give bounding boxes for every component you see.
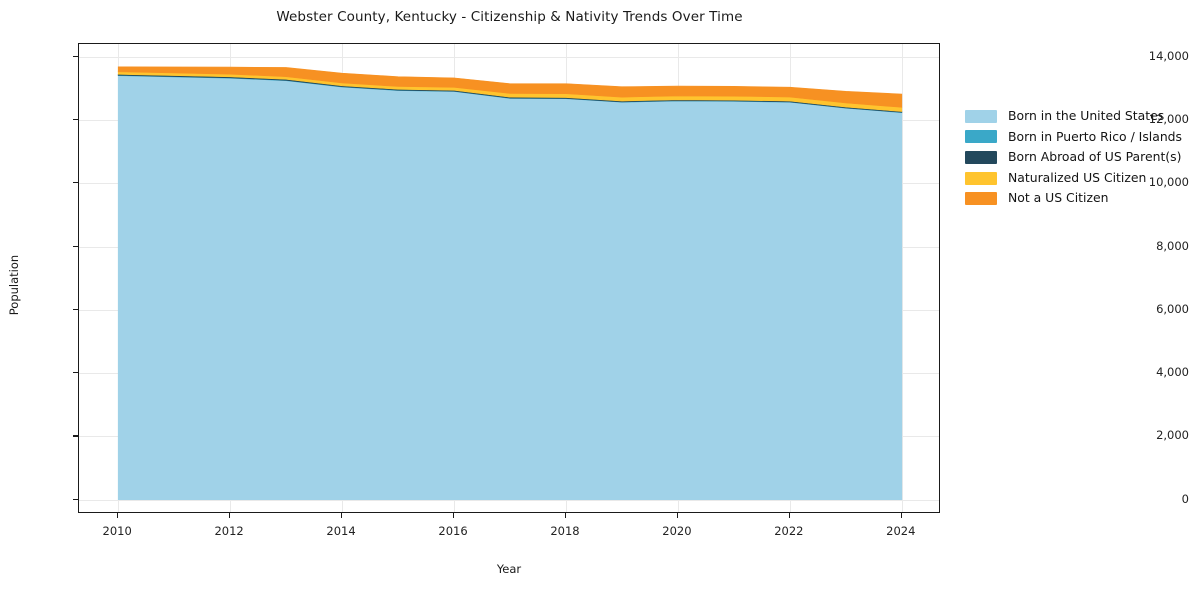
x-tick-label: 2024 [886,524,916,538]
chart-legend: Born in the United States Born in Puerto … [965,106,1183,209]
area-series [117,66,903,108]
x-tick-label: 2020 [662,524,692,538]
x-tick-label: 2016 [438,524,468,538]
y-tick-label: 2,000 [1156,428,1189,443]
y-tick-mark [73,55,78,57]
y-tick-label: 14,000 [1148,48,1189,63]
y-tick-label: 0 [1181,491,1189,506]
y-axis-title: Population [7,254,21,316]
gridline-horizontal [79,499,939,501]
y-tick-mark [73,498,78,500]
gridline-horizontal [79,56,939,58]
gridline-vertical [901,44,903,512]
y-tick-label: 12,000 [1148,111,1189,126]
legend-item[interactable]: Not a US Citizen [965,188,1183,209]
x-tick-label: 2018 [550,524,580,538]
legend-item-label: Born in the United States [1008,108,1165,124]
x-tick-label: 2022 [774,524,804,538]
plot-area [78,43,940,513]
x-tick-label: 2010 [102,524,132,538]
x-tick-mark [341,513,343,518]
x-tick-label: 2014 [326,524,356,538]
legend-color-swatch [965,109,997,123]
x-tick-mark [564,513,567,518]
stacked-area-series [117,66,903,501]
x-axis-title: Year [496,562,522,576]
x-tick-mark [676,513,679,518]
x-tick-mark [788,513,791,518]
y-tick-label: 4,000 [1156,365,1189,380]
y-tick-label: 8,000 [1156,238,1189,253]
legend-item-label: Born in Puerto Rico / Islands [1008,128,1183,144]
chart-title: Webster County, Kentucky - Citizenship &… [276,9,743,25]
legend-item[interactable]: Born Abroad of US Parent(s) [965,147,1183,168]
legend-item[interactable]: Naturalized US Citizen [965,168,1183,189]
y-tick-mark [73,372,78,374]
legend-item-label: Not a US Citizen [1008,190,1109,206]
y-tick-mark [73,182,78,184]
x-tick-mark [117,513,119,518]
legend-color-swatch [965,150,997,164]
x-tick-mark [453,513,455,518]
legend-item[interactable]: Born in Puerto Rico / Islands [965,127,1183,148]
x-tick-mark [229,513,231,518]
y-tick-mark [73,245,78,247]
legend-color-swatch [965,171,997,185]
legend-item-label: Naturalized US Citizen [1008,169,1147,185]
x-tick-label: 2012 [214,524,244,538]
y-tick-mark [73,435,78,437]
y-tick-label: 10,000 [1148,175,1189,190]
legend-color-swatch [965,130,997,144]
legend-color-swatch [965,192,997,206]
y-tick-mark [73,118,78,121]
y-tick-label: 6,000 [1156,301,1189,316]
x-tick-mark [900,513,902,518]
legend-item[interactable]: Born in the United States [965,106,1183,127]
legend-item-label: Born Abroad of US Parent(s) [1008,149,1182,165]
area-series [117,75,903,501]
y-tick-mark [73,308,78,311]
